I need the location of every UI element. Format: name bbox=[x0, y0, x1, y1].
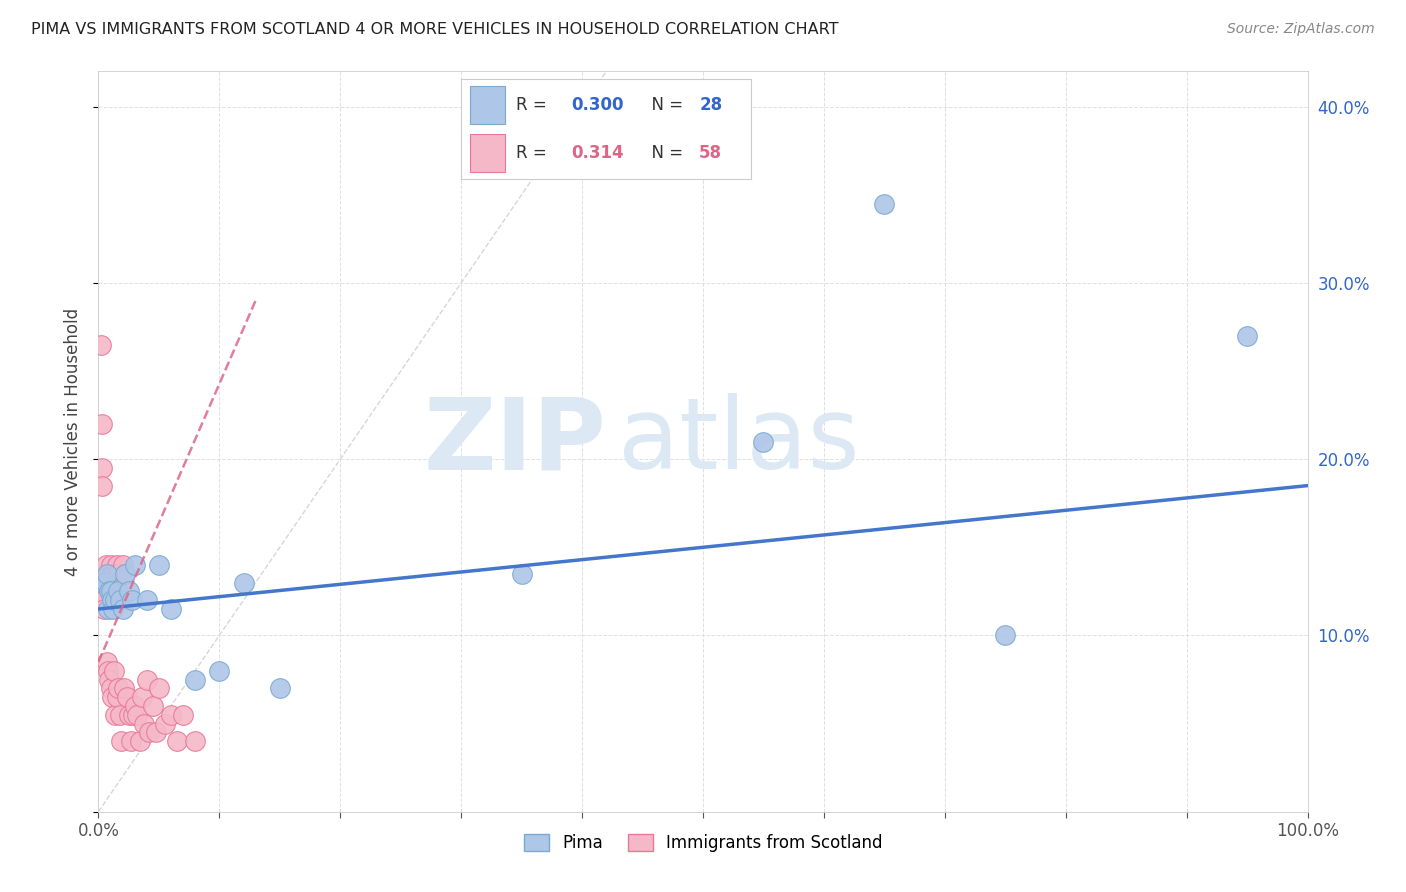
Point bbox=[97, 664, 120, 678]
Point bbox=[108, 593, 131, 607]
Point bbox=[105, 558, 128, 572]
Point bbox=[91, 461, 114, 475]
Point bbox=[104, 593, 127, 607]
Point bbox=[111, 602, 134, 616]
Point bbox=[118, 707, 141, 722]
Point bbox=[160, 602, 183, 616]
Point bbox=[232, 575, 254, 590]
Point bbox=[103, 664, 125, 678]
Point bbox=[94, 558, 117, 572]
Point bbox=[105, 566, 128, 581]
Point bbox=[114, 566, 136, 581]
Point bbox=[148, 681, 170, 696]
Point bbox=[94, 575, 117, 590]
Point bbox=[127, 707, 149, 722]
Point bbox=[93, 593, 115, 607]
Text: PIMA VS IMMIGRANTS FROM SCOTLAND 4 OR MORE VEHICLES IN HOUSEHOLD CORRELATION CHA: PIMA VS IMMIGRANTS FROM SCOTLAND 4 OR MO… bbox=[31, 22, 838, 37]
Text: atlas: atlas bbox=[619, 393, 860, 490]
Point bbox=[148, 558, 170, 572]
Text: Source: ZipAtlas.com: Source: ZipAtlas.com bbox=[1227, 22, 1375, 37]
Y-axis label: 4 or more Vehicles in Household: 4 or more Vehicles in Household bbox=[65, 308, 83, 575]
Point bbox=[114, 566, 136, 581]
Text: ZIP: ZIP bbox=[423, 393, 606, 490]
Point bbox=[184, 734, 207, 748]
Point bbox=[208, 664, 231, 678]
Point bbox=[100, 575, 122, 590]
Point bbox=[124, 698, 146, 713]
Point bbox=[97, 602, 120, 616]
Point bbox=[103, 566, 125, 581]
Point bbox=[134, 716, 156, 731]
Point bbox=[91, 417, 114, 431]
Point bbox=[101, 566, 124, 581]
Point bbox=[110, 734, 132, 748]
Point bbox=[166, 734, 188, 748]
Point bbox=[172, 707, 194, 722]
Point bbox=[100, 566, 122, 581]
Point bbox=[91, 584, 114, 599]
Point bbox=[96, 575, 118, 590]
Point bbox=[98, 673, 121, 687]
Point bbox=[160, 707, 183, 722]
Point bbox=[96, 655, 118, 669]
Point bbox=[98, 584, 121, 599]
Point bbox=[90, 584, 112, 599]
Point bbox=[100, 681, 122, 696]
Point bbox=[510, 566, 533, 581]
Point bbox=[93, 575, 115, 590]
Point bbox=[752, 434, 775, 449]
Point bbox=[873, 196, 896, 211]
Point bbox=[111, 558, 134, 572]
Point bbox=[98, 575, 121, 590]
Point bbox=[100, 584, 122, 599]
Point bbox=[124, 558, 146, 572]
Point bbox=[118, 584, 141, 599]
Point bbox=[142, 698, 165, 713]
Point bbox=[96, 566, 118, 581]
Point bbox=[107, 584, 129, 599]
Point bbox=[100, 584, 122, 599]
Point bbox=[117, 690, 139, 705]
Point bbox=[121, 593, 143, 607]
Legend: Pima, Immigrants from Scotland: Pima, Immigrants from Scotland bbox=[517, 828, 889, 859]
Point bbox=[153, 716, 176, 731]
Point bbox=[100, 593, 122, 607]
Point bbox=[994, 628, 1017, 642]
Point bbox=[93, 602, 115, 616]
Point bbox=[138, 725, 160, 739]
Point bbox=[108, 566, 131, 581]
Point bbox=[269, 681, 291, 696]
Point bbox=[90, 337, 112, 351]
Point bbox=[93, 566, 115, 581]
Point bbox=[122, 707, 145, 722]
Point bbox=[112, 681, 135, 696]
Point bbox=[120, 734, 142, 748]
Point bbox=[107, 681, 129, 696]
Point bbox=[108, 707, 131, 722]
Point bbox=[97, 566, 120, 581]
Point bbox=[135, 593, 157, 607]
Point bbox=[91, 575, 114, 590]
Point bbox=[100, 558, 122, 572]
Point bbox=[105, 690, 128, 705]
Point bbox=[91, 593, 114, 607]
Point bbox=[91, 478, 114, 492]
Point bbox=[184, 673, 207, 687]
Point bbox=[135, 673, 157, 687]
Point bbox=[128, 734, 150, 748]
Point bbox=[94, 575, 117, 590]
Point bbox=[131, 690, 153, 705]
Point bbox=[100, 690, 122, 705]
Point bbox=[104, 707, 127, 722]
Point bbox=[101, 602, 124, 616]
Point bbox=[145, 725, 167, 739]
Point bbox=[1236, 328, 1258, 343]
